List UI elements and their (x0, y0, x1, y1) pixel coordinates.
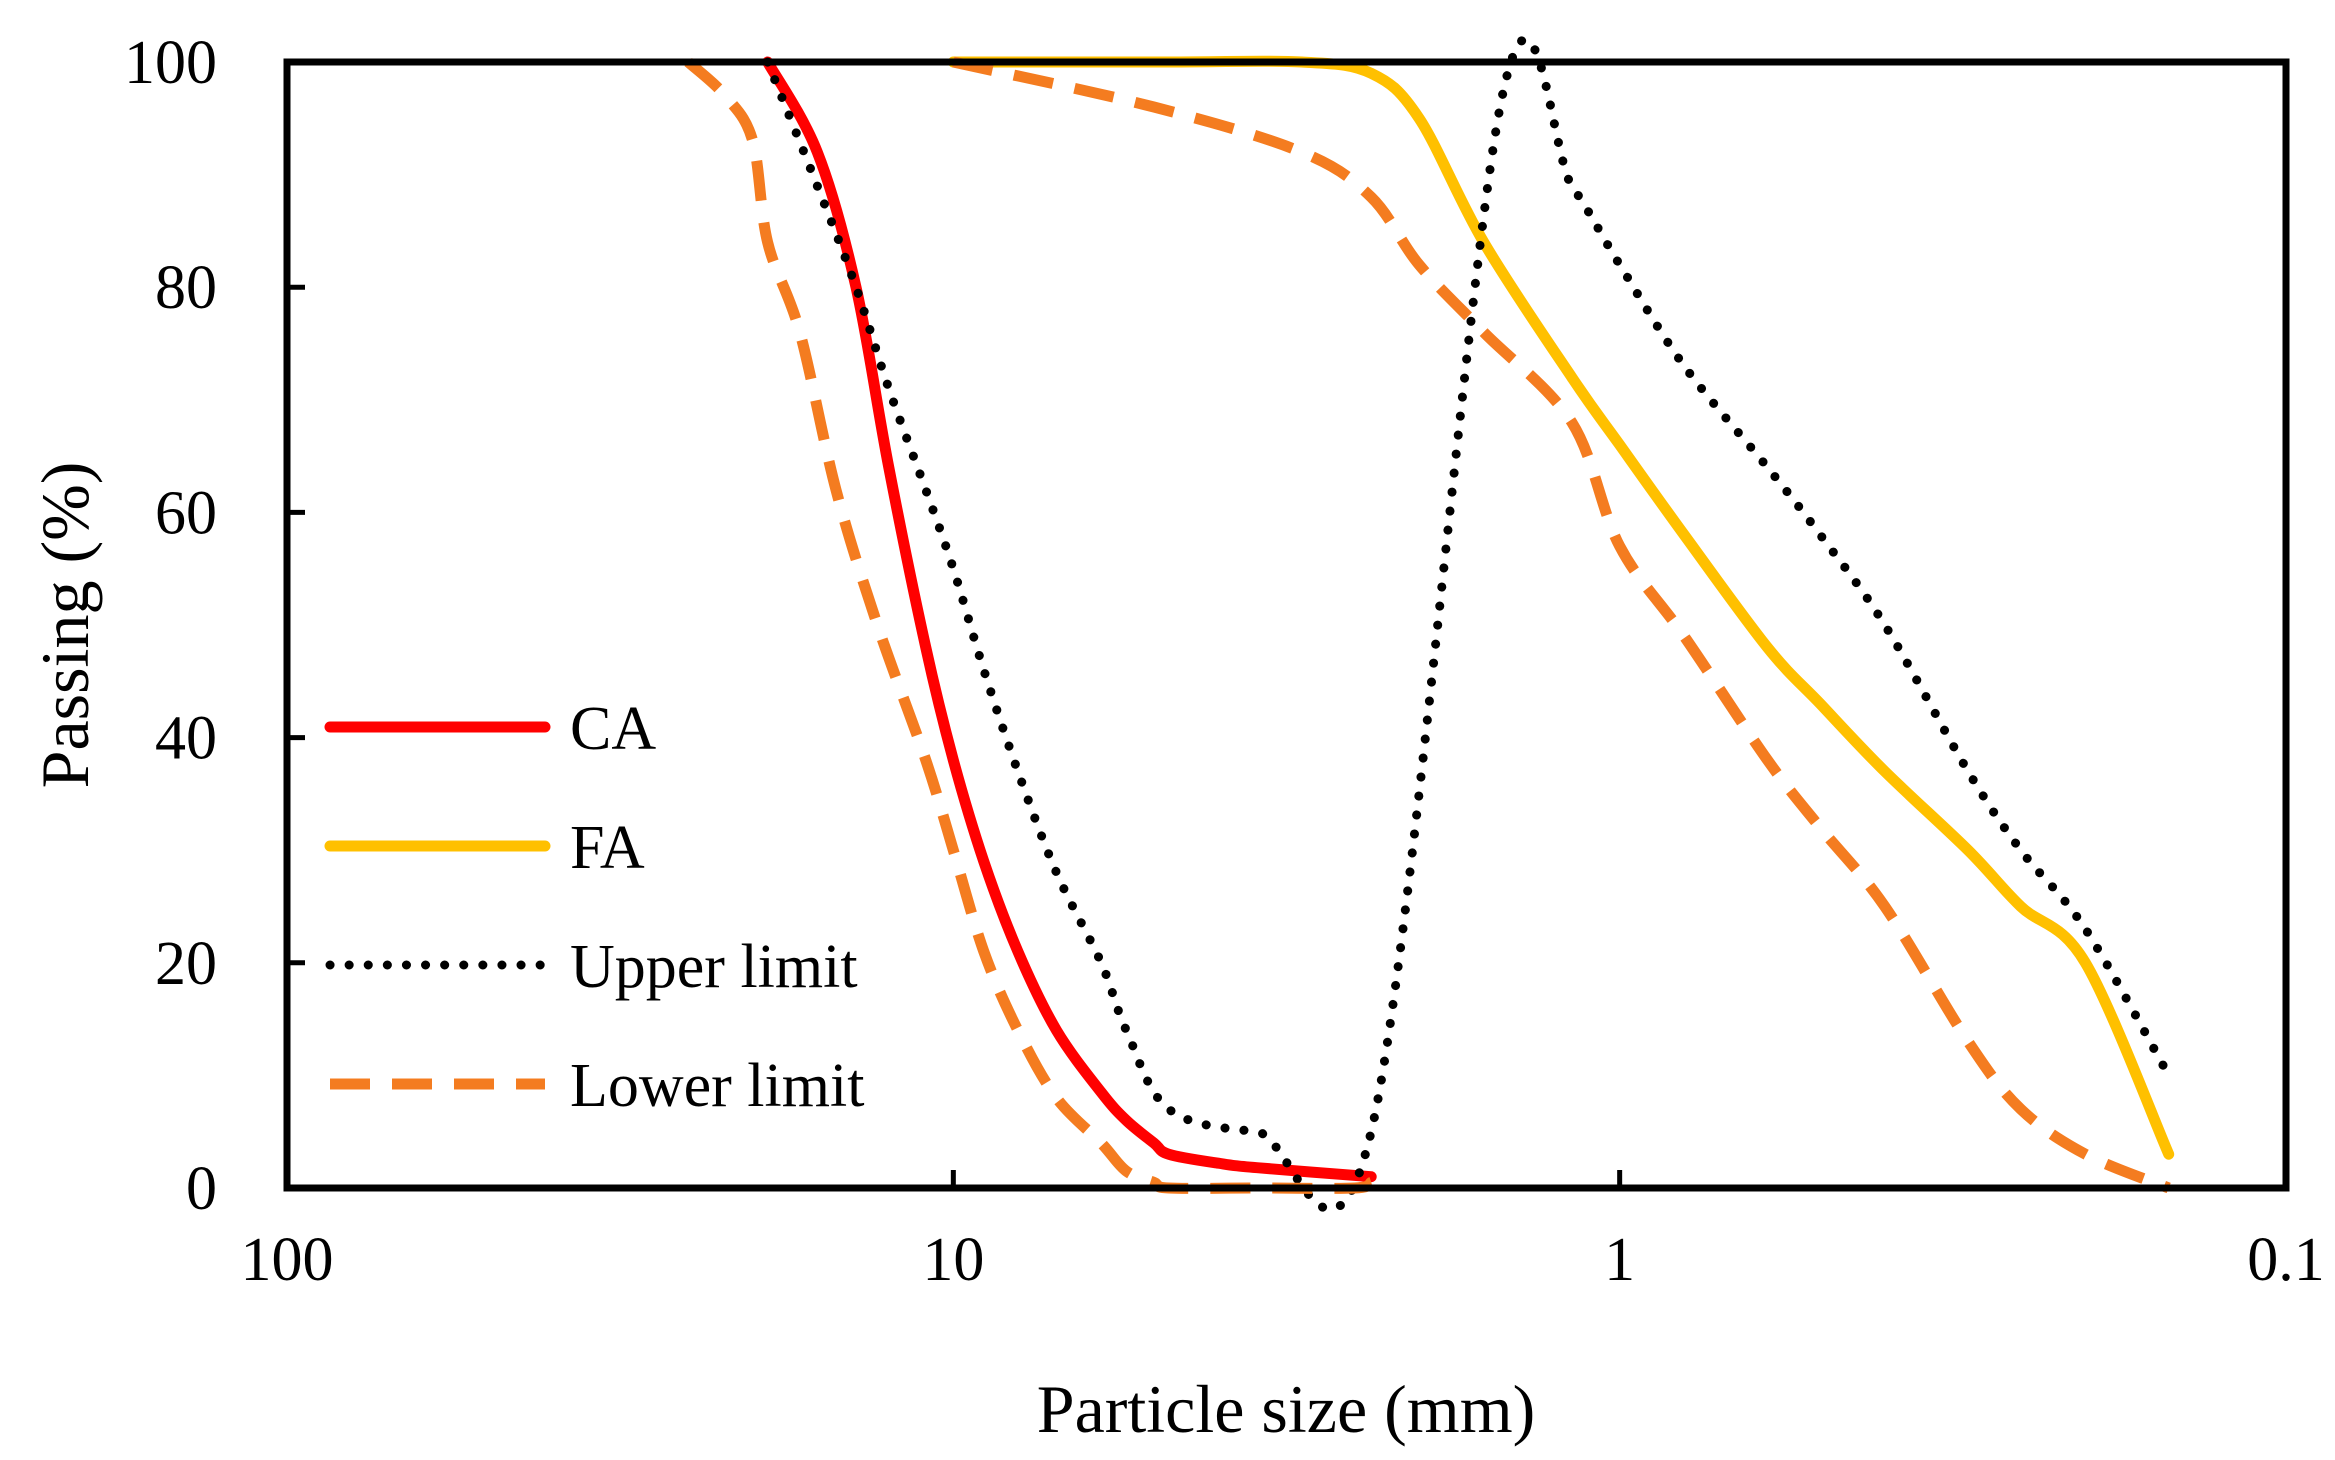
y-tick-label: 0 (186, 1155, 217, 1223)
legend-label-lower-limit: Lower limit (570, 1052, 864, 1120)
x-tick-label: 100 (241, 1226, 334, 1294)
legend-label-ca: CA (570, 695, 656, 763)
series-line-lower-limit (684, 56, 2171, 1194)
x-tick-label: 1 (1604, 1226, 1635, 1294)
y-tick-label: 60 (155, 479, 217, 547)
y-tick-label: 40 (155, 705, 217, 773)
legend-label-upper-limit: Upper limit (570, 933, 858, 1001)
y-tick-label: 80 (155, 254, 217, 322)
y-axis: 0 20 40 60 80 100 (124, 29, 305, 1223)
x-tick-label: 10 (922, 1226, 984, 1294)
legend: CA FA Upper limit Lower limit (324, 695, 864, 1120)
plot-area-frame (283, 58, 2290, 1192)
series-line-fa (947, 55, 2175, 1160)
legend-label-fa: FA (570, 814, 645, 882)
series-line-ca (762, 56, 1377, 1183)
x-tick-label: 0.1 (2247, 1226, 2325, 1294)
series-line-upper-limit (763, 35, 2174, 1214)
series-lines (684, 35, 2175, 1214)
y-tick-label: 20 (155, 930, 217, 998)
x-axis-title: Particle size (mm) (1037, 1371, 1535, 1447)
x-axis: 100 10 1 0.1 (241, 1170, 2325, 1294)
y-axis-title: Passing (%) (27, 462, 103, 789)
y-tick-label: 100 (124, 29, 217, 97)
